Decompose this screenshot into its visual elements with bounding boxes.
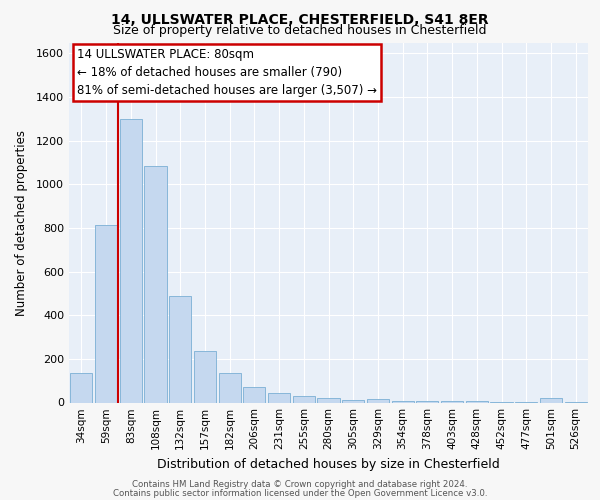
X-axis label: Distribution of detached houses by size in Chesterfield: Distribution of detached houses by size … — [157, 458, 500, 471]
Bar — [95, 224, 117, 402]
Text: 14 ULLSWATER PLACE: 80sqm
← 18% of detached houses are smaller (790)
81% of semi: 14 ULLSWATER PLACE: 80sqm ← 18% of detac… — [77, 48, 377, 97]
Bar — [243, 387, 265, 402]
Text: Contains HM Land Registry data © Crown copyright and database right 2024.: Contains HM Land Registry data © Crown c… — [132, 480, 468, 489]
Bar — [145, 166, 167, 402]
Y-axis label: Number of detached properties: Number of detached properties — [14, 130, 28, 316]
Text: Contains public sector information licensed under the Open Government Licence v3: Contains public sector information licen… — [113, 489, 487, 498]
Bar — [293, 396, 315, 402]
Bar — [392, 401, 414, 402]
Bar — [367, 399, 389, 402]
Bar — [317, 398, 340, 402]
Bar — [70, 373, 92, 402]
Bar — [119, 119, 142, 403]
Bar — [540, 398, 562, 402]
Text: Size of property relative to detached houses in Chesterfield: Size of property relative to detached ho… — [113, 24, 487, 37]
Bar — [342, 400, 364, 402]
Bar — [218, 373, 241, 402]
Bar — [169, 296, 191, 403]
Bar — [268, 392, 290, 402]
Text: 14, ULLSWATER PLACE, CHESTERFIELD, S41 8ER: 14, ULLSWATER PLACE, CHESTERFIELD, S41 8… — [111, 12, 489, 26]
Bar — [194, 351, 216, 403]
